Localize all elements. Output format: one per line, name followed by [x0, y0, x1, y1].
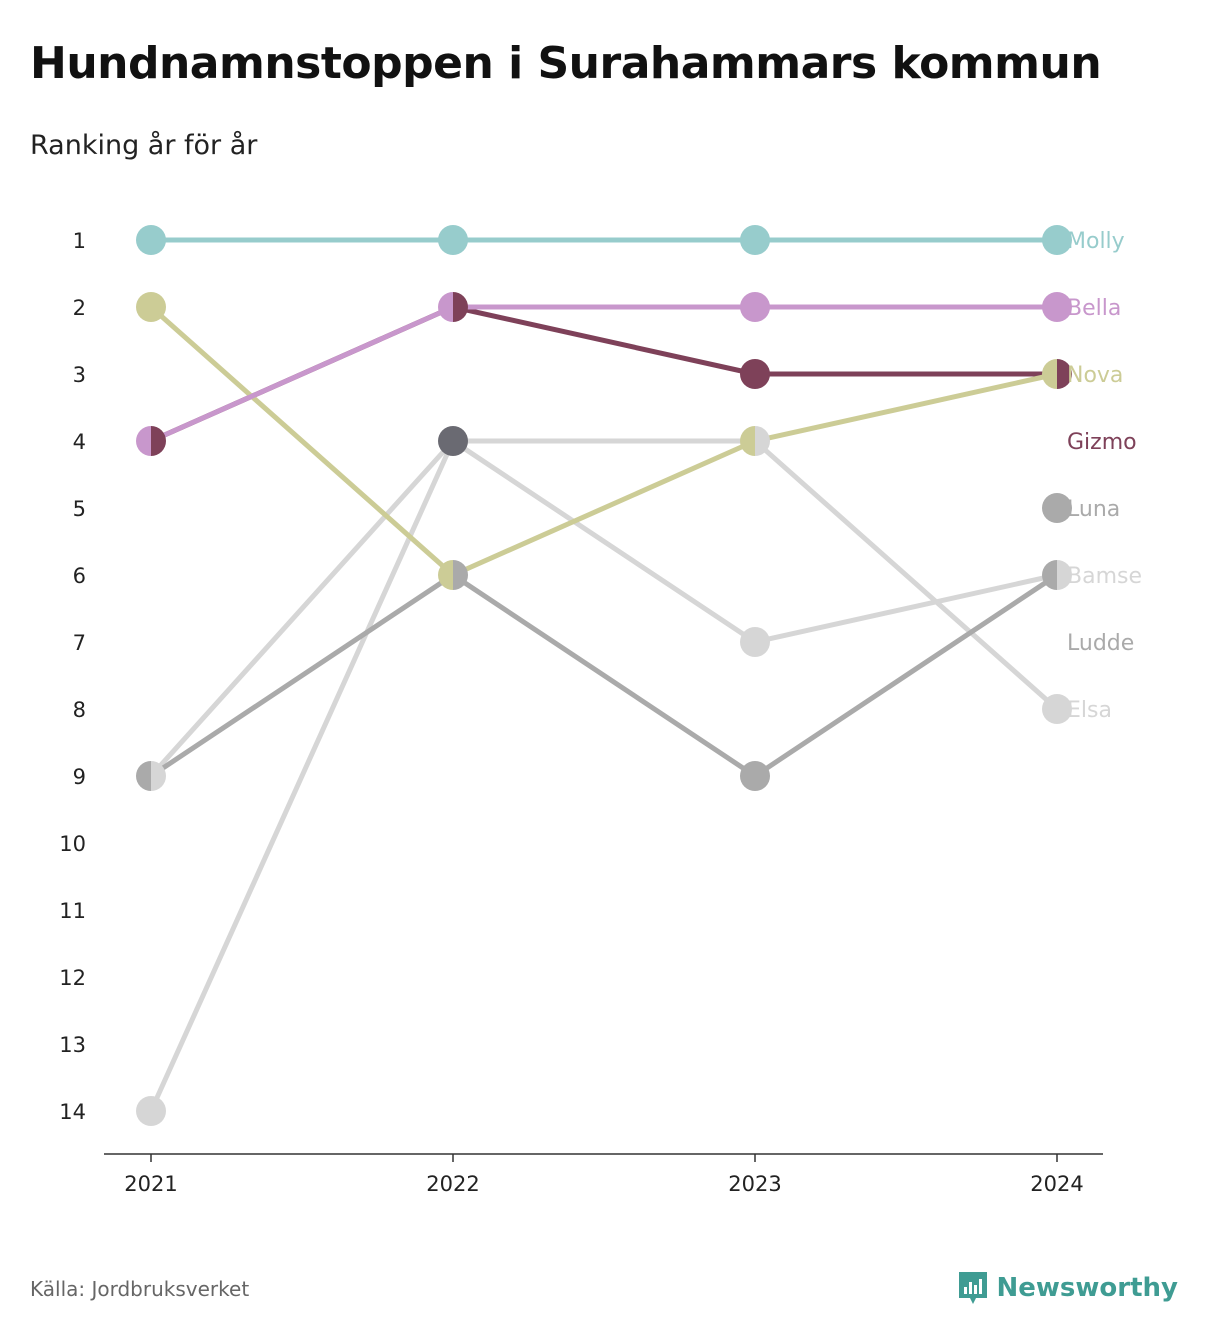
series-lines — [148, 237, 1060, 1114]
data-point-bella — [136, 426, 151, 456]
y-tick-label: 14 — [59, 1100, 86, 1124]
data-point-elsa — [755, 426, 770, 456]
y-tick-label: 8 — [73, 698, 86, 722]
data-point-gizmo — [151, 426, 166, 456]
data-point-molly — [740, 225, 770, 255]
y-tick-label: 5 — [73, 497, 86, 521]
data-point-elsa — [1042, 694, 1072, 724]
y-tick-label: 11 — [59, 899, 86, 923]
source-note: Källa: Jordbruksverket — [30, 1277, 250, 1301]
y-tick-label: 10 — [59, 832, 86, 856]
data-point-nova — [740, 426, 755, 456]
newsworthy-logo-icon — [958, 1272, 987, 1304]
series-line-elsa — [148, 438, 1060, 1114]
series-label-luna: Luna — [1067, 497, 1120, 522]
series-label-nova: Nova — [1067, 363, 1123, 388]
chart-title: Hundnamnstoppen i Surahammars kommun — [30, 38, 1102, 89]
data-point-gizmo — [453, 292, 468, 322]
series-label-molly: Molly — [1067, 229, 1125, 254]
data-point-molly — [1042, 225, 1072, 255]
x-tick-label: 2021 — [124, 1172, 177, 1196]
y-tick-label: 6 — [73, 564, 86, 588]
series-line-nova — [148, 304, 1060, 578]
series-label-elsa: Elsa — [1067, 698, 1112, 723]
y-tick-label: 13 — [59, 1033, 86, 1057]
data-point-nova — [438, 560, 453, 590]
series-label-bamse: Bamse — [1067, 564, 1142, 589]
series-markers — [136, 225, 1072, 1126]
data-point-gizmo — [740, 359, 770, 389]
data-point-ludde — [740, 627, 770, 657]
data-point-luna — [1042, 493, 1072, 523]
y-tick-label: 1 — [73, 229, 86, 253]
data-point-nova — [136, 292, 166, 322]
data-point-shared — [438, 426, 468, 456]
series-label-ludde: Ludde — [1067, 631, 1134, 656]
x-tick-label: 2023 — [728, 1172, 781, 1196]
series-label-gizmo: Gizmo — [1067, 430, 1137, 455]
data-point-bamse — [453, 560, 468, 590]
data-point-bamse — [136, 761, 151, 791]
series-line-bamse — [148, 572, 1060, 779]
y-tick-label: 4 — [73, 430, 86, 454]
data-point-ludde — [1057, 560, 1072, 590]
data-point-bamse — [1042, 560, 1057, 590]
x-tick-label: 2022 — [426, 1172, 479, 1196]
data-point-bella — [1042, 292, 1072, 322]
data-point-bella — [740, 292, 770, 322]
y-tick-label: 7 — [73, 631, 86, 655]
y-tick-label: 2 — [73, 296, 86, 320]
y-tick-label: 12 — [59, 966, 86, 990]
data-point-nova — [1042, 359, 1057, 389]
data-point-ludde — [151, 761, 166, 791]
series-line-gizmo — [148, 304, 1060, 444]
data-point-molly — [136, 225, 166, 255]
data-point-molly — [438, 225, 468, 255]
x-tick-label: 2024 — [1030, 1172, 1083, 1196]
data-point-bamse — [740, 761, 770, 791]
y-tick-label: 3 — [73, 363, 86, 387]
data-point-elsa — [136, 1096, 166, 1126]
series-label-bella: Bella — [1067, 296, 1121, 321]
data-point-bella — [438, 292, 453, 322]
series-line-bella — [148, 304, 1060, 444]
series-line-ludde — [148, 438, 1060, 779]
chart-subtitle: Ranking år för år — [30, 130, 258, 161]
data-point-gizmo — [1057, 359, 1072, 389]
y-tick-label: 9 — [73, 765, 86, 789]
brand-name: Newsworthy — [996, 1273, 1178, 1303]
brand[interactable]: Newsworthy — [957, 1270, 1178, 1306]
